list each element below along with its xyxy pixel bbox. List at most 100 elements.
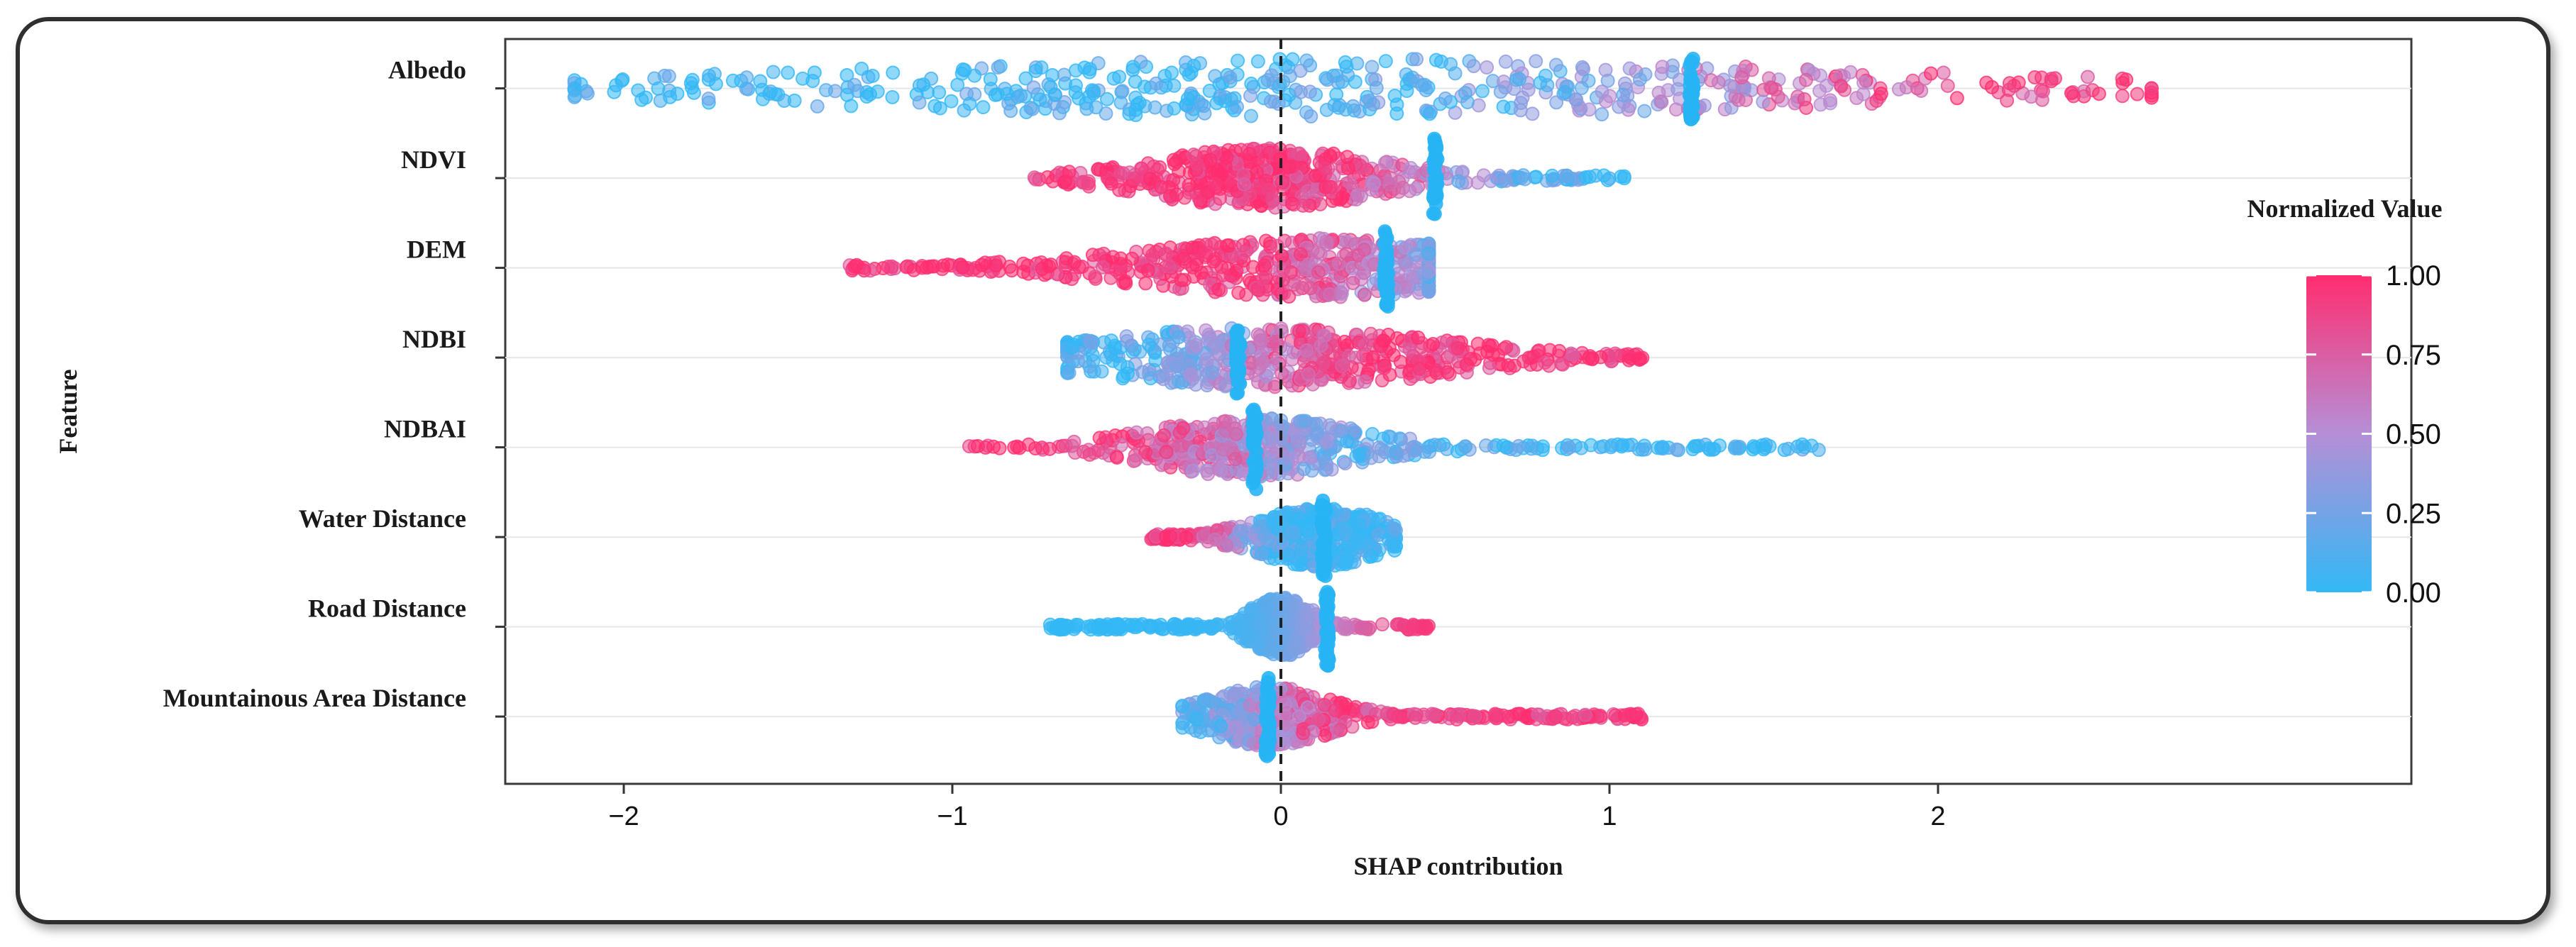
- data-point: [1236, 177, 1251, 192]
- data-point: [1479, 438, 1494, 453]
- data-point: [1361, 536, 1376, 551]
- data-point: [1507, 358, 1522, 373]
- data-point: [1299, 343, 1314, 358]
- data-point: [1292, 435, 1307, 450]
- low-value-cluster-point: [1683, 102, 1697, 117]
- data-point: [1334, 423, 1349, 438]
- data-point: [2119, 72, 2134, 87]
- data-point: [1914, 83, 1929, 98]
- data-point: [1028, 441, 1043, 456]
- data-point: [1157, 428, 1172, 443]
- low-value-cluster-point: [1246, 414, 1261, 428]
- data-point: [1408, 247, 1423, 262]
- data-point: [1338, 555, 1353, 570]
- data-point: [1583, 438, 1598, 453]
- data-point: [1403, 431, 1418, 446]
- data-point: [1311, 712, 1326, 727]
- data-point: [1292, 146, 1307, 161]
- data-point: [1243, 109, 1258, 123]
- data-point: [1512, 707, 1526, 721]
- data-point: [1155, 368, 1170, 383]
- data-point: [2027, 70, 2042, 84]
- data-point: [1552, 343, 1567, 358]
- data-point: [920, 84, 935, 99]
- data-point: [1162, 529, 1177, 544]
- data-point: [1130, 97, 1145, 112]
- data-point: [1731, 92, 1746, 107]
- data-point: [1730, 441, 1745, 455]
- data-point: [1068, 63, 1083, 78]
- data-point: [1027, 170, 1042, 185]
- data-point: [1176, 421, 1191, 436]
- data-point: [1113, 438, 1128, 453]
- data-point: [1311, 265, 1326, 279]
- data-point: [1177, 251, 1191, 266]
- data-point: [986, 439, 1001, 454]
- data-point: [1873, 87, 1888, 101]
- data-point: [1402, 342, 1417, 357]
- data-point: [1617, 171, 1631, 186]
- data-point: [1219, 465, 1234, 480]
- data-point: [1377, 155, 1392, 170]
- data-point: [1493, 84, 1508, 99]
- data-point: [1064, 272, 1079, 287]
- data-point: [1360, 715, 1375, 730]
- data-point: [1182, 177, 1196, 192]
- data-point: [1451, 174, 1466, 189]
- data-point: [1300, 523, 1315, 538]
- x-tick-label: 1: [1602, 802, 1617, 831]
- data-point: [1211, 282, 1226, 297]
- data-point: [988, 87, 1003, 102]
- x-tick-label: 2: [1930, 802, 1945, 831]
- data-point: [1250, 327, 1265, 342]
- data-point: [1598, 62, 1613, 77]
- data-point: [1632, 72, 1647, 87]
- data-point: [1104, 176, 1119, 191]
- data-point: [2115, 89, 2130, 104]
- data-point: [2044, 72, 2059, 87]
- data-point: [1402, 165, 1417, 179]
- data-point: [1054, 621, 1069, 636]
- data-point: [1512, 438, 1526, 453]
- data-point: [1201, 619, 1216, 634]
- data-point: [1282, 289, 1297, 304]
- data-point: [1595, 84, 1609, 99]
- data-point: [1059, 251, 1074, 266]
- data-point: [1638, 442, 1653, 457]
- data-point: [1463, 351, 1478, 366]
- data-point: [1223, 92, 1238, 106]
- data-point: [1208, 532, 1223, 547]
- data-point: [1414, 78, 1429, 93]
- data-point: [1167, 101, 1182, 116]
- data-point: [1562, 440, 1577, 455]
- data-point: [1463, 709, 1477, 724]
- data-point: [2001, 82, 2016, 97]
- data-point: [1269, 624, 1284, 638]
- data-point: [1295, 619, 1310, 633]
- low-value-cluster-point: [1249, 482, 1264, 497]
- data-point: [1201, 723, 1216, 738]
- colorbar-gradient: [2306, 275, 2372, 592]
- data-point: [1263, 637, 1278, 652]
- data-point: [1940, 78, 1955, 93]
- data-point: [1064, 340, 1079, 355]
- data-point: [1216, 442, 1231, 457]
- data-point: [1165, 65, 1179, 80]
- low-value-cluster-point: [1317, 561, 1332, 576]
- data-point: [1622, 61, 1637, 76]
- data-point: [1100, 92, 1115, 106]
- data-point: [1221, 238, 1236, 253]
- feature-label: Road Distance: [308, 594, 466, 623]
- colorbar-tick-label: 1.00: [2386, 260, 2441, 292]
- data-point: [1529, 54, 1543, 69]
- data-point: [1339, 59, 1354, 74]
- data-point: [1354, 620, 1369, 635]
- data-point: [1174, 272, 1189, 287]
- data-point: [1338, 524, 1353, 539]
- data-point: [1086, 84, 1101, 99]
- data-point: [970, 438, 985, 453]
- data-point: [1298, 277, 1313, 292]
- data-point: [2091, 87, 2106, 101]
- data-point: [1335, 190, 1350, 205]
- data-point: [1276, 262, 1291, 277]
